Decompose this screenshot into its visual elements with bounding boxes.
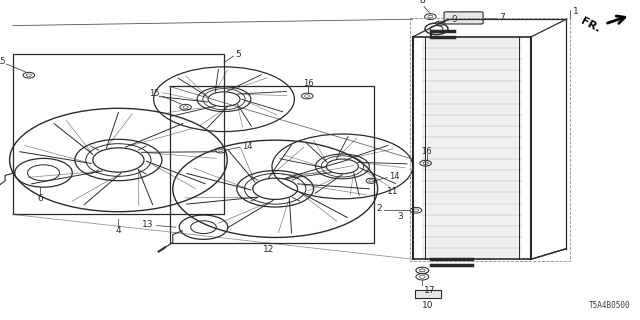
Text: 16: 16 — [422, 147, 432, 156]
Text: 10: 10 — [422, 301, 434, 310]
Text: 4: 4 — [116, 226, 121, 235]
Text: 2: 2 — [376, 204, 382, 213]
Text: 17: 17 — [424, 286, 435, 295]
Text: 15: 15 — [0, 57, 5, 66]
Text: 5: 5 — [236, 50, 241, 59]
Text: 13: 13 — [142, 220, 154, 229]
Text: 11: 11 — [387, 188, 399, 196]
Bar — [13, 54, 224, 214]
Text: 8: 8 — [420, 0, 426, 5]
Text: 3: 3 — [397, 212, 403, 220]
Text: 16: 16 — [303, 79, 314, 88]
Text: 15: 15 — [150, 89, 160, 98]
Text: FR.: FR. — [579, 16, 602, 34]
Text: 6: 6 — [38, 194, 43, 203]
FancyBboxPatch shape — [444, 12, 483, 24]
Text: 14: 14 — [389, 172, 399, 181]
Bar — [170, 86, 374, 243]
Text: 9: 9 — [452, 15, 457, 24]
Text: 7: 7 — [499, 13, 505, 22]
Text: 12: 12 — [263, 245, 275, 254]
Bar — [415, 290, 441, 298]
Text: 1: 1 — [573, 7, 579, 16]
Text: T5A4B0500: T5A4B0500 — [589, 301, 630, 310]
Text: 14: 14 — [242, 142, 252, 151]
Bar — [422, 38, 522, 258]
Bar — [410, 18, 570, 261]
